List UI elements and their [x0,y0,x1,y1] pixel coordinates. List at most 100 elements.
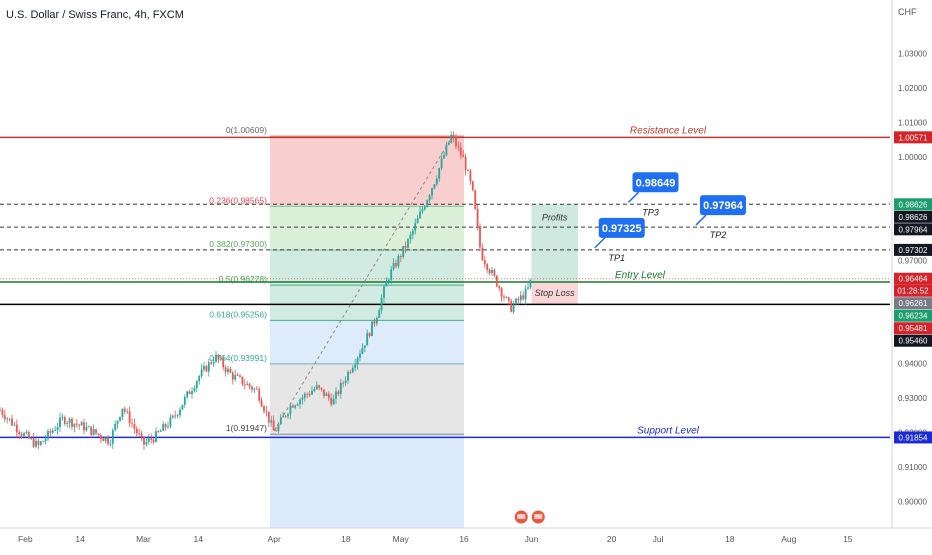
fib-extension-zone [269,434,464,528]
candle-body [515,298,517,305]
candle-body [63,417,66,424]
price-axis-tick: 0.91000 [898,463,927,472]
candle-body [193,388,196,392]
candle-body [327,393,330,398]
candle-body [267,411,270,423]
candle-body [255,388,258,390]
target-name: TP1 [608,253,625,263]
candle-body [289,405,292,415]
candle-body [111,430,114,444]
candle-body [87,426,90,428]
target-pointer [594,237,606,249]
candle-body [143,436,145,445]
candle-body [243,384,246,386]
candle-body [188,391,191,395]
candle-body [59,417,61,428]
candle-body [407,239,409,248]
candle-body [467,170,469,172]
price-tag [894,272,932,285]
candle-body [97,433,100,435]
price-tag [894,210,932,223]
event-flag-stripe [534,514,543,519]
candle-body [150,438,153,440]
candle-body [428,195,431,201]
candle-body [42,440,45,442]
candle-body [471,181,474,191]
candle-body [419,211,421,219]
candle-body [239,375,241,377]
candle-body [409,234,412,240]
candle-body [277,424,280,432]
candle-body [375,317,378,324]
price-tag [894,284,932,297]
candle-body [323,389,325,396]
time-axis-tick: 14 [75,534,85,544]
candle-body [183,396,186,405]
candle-body [315,385,318,390]
candle-body [378,310,381,318]
fib-level-label: 0.382(0.97300) [209,239,267,249]
candle-body [30,438,33,439]
candle-body [488,269,491,274]
price-tag-text: 0.91854 [899,433,928,442]
candle-body [351,367,354,373]
candle-body [311,390,313,395]
candle-body [263,406,265,412]
target-value: 0.97325 [602,223,642,235]
candle-body [8,418,11,420]
candle-body [282,415,285,418]
price-tag-text: 0.96261 [899,299,928,308]
time-axis-tick: May [393,534,410,544]
fib-zone [269,136,464,207]
candle-body [366,333,369,346]
candle-body [349,371,352,373]
candle-body [505,297,508,299]
candle-body [313,389,316,391]
candle-body [205,365,208,372]
time-axis-tick: 20 [607,534,617,544]
target-name: TP2 [710,230,727,240]
price-axis-tick: 0.97000 [898,256,927,265]
target-value: 0.98649 [636,177,676,189]
price-tag [894,223,932,236]
candle-body [524,288,527,300]
candle-body [517,298,520,301]
candle-body [56,427,59,430]
candle-body [272,420,275,431]
candle-body [109,443,112,445]
time-axis-tick: 18 [341,534,351,544]
candle-body [66,422,69,424]
fib-level-label: 0.618(0.95256) [209,309,267,319]
candle-body [133,423,136,429]
price-tag-text: 0.96234 [899,312,928,321]
time-axis-tick: Jul [653,534,664,544]
candle-body [138,433,141,435]
candle-body [219,358,222,360]
price-tag [894,309,932,322]
candle-body [373,321,376,324]
candle-body [51,430,54,433]
candle-body [291,405,294,408]
candle-body [155,431,157,442]
candle-body [126,411,129,413]
candle-body [469,170,472,182]
fib-zone [269,285,464,321]
candle-body [287,414,289,417]
candle-body [229,368,232,373]
candle-body [6,418,9,420]
candle-body [435,178,438,185]
candle-body [224,367,227,373]
time-axis-tick: Apr [268,534,281,544]
candle-body [90,426,93,435]
candle-body [479,226,481,248]
candle-body [411,230,414,235]
candle-body [392,263,395,270]
candle-body [152,439,155,442]
candle-body [217,354,220,360]
candle-body [23,433,25,436]
candle-body [35,440,37,447]
candle-body [140,434,143,437]
candle-body [275,430,277,432]
